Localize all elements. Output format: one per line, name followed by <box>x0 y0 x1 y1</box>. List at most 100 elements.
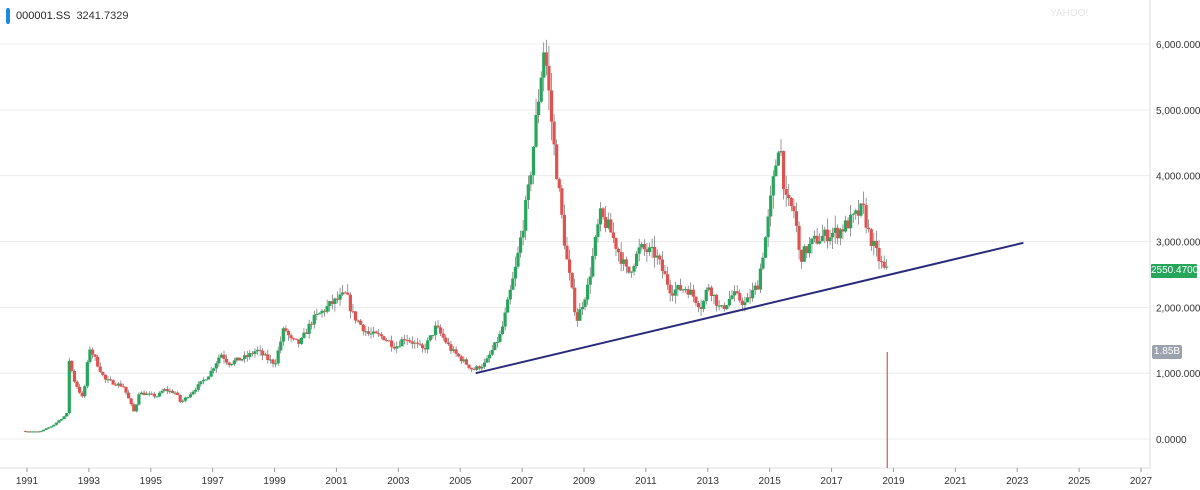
candle-body[interactable] <box>591 255 595 277</box>
candle-body[interactable] <box>67 360 71 414</box>
candle-body[interactable] <box>83 386 87 397</box>
candle-body[interactable] <box>609 219 613 233</box>
candle-body[interactable] <box>315 314 319 316</box>
candle-body[interactable] <box>420 344 425 349</box>
candle-body[interactable] <box>103 374 107 380</box>
candle-body[interactable] <box>549 90 554 122</box>
candle-body[interactable] <box>96 356 100 367</box>
candle-body[interactable] <box>758 268 762 290</box>
candle-body[interactable] <box>676 285 680 290</box>
candle-body[interactable] <box>748 297 752 299</box>
candle-body[interactable] <box>292 338 296 340</box>
candle-body[interactable] <box>477 366 481 369</box>
candle-body[interactable] <box>279 341 283 351</box>
candle-body[interactable] <box>160 390 164 393</box>
candle-body[interactable] <box>93 354 97 357</box>
candle-body[interactable] <box>557 179 561 189</box>
candle-body[interactable] <box>614 237 618 249</box>
candle-body[interactable] <box>418 343 422 345</box>
candle-body[interactable] <box>709 287 713 296</box>
candle-body[interactable] <box>673 289 677 296</box>
candle-body[interactable] <box>779 151 783 153</box>
candle-body[interactable] <box>859 203 863 216</box>
candle-body[interactable] <box>374 331 378 334</box>
candle-body[interactable] <box>232 360 236 364</box>
candle-body[interactable] <box>794 211 799 226</box>
candle-body[interactable] <box>575 312 579 321</box>
candle-body[interactable] <box>828 237 832 242</box>
candle-body[interactable] <box>157 392 162 397</box>
candle-body[interactable] <box>640 243 644 248</box>
candle-body[interactable] <box>480 366 484 369</box>
candle-body[interactable] <box>410 341 414 344</box>
candle-body[interactable] <box>80 392 84 397</box>
candle-body[interactable] <box>54 422 58 425</box>
candle-body[interactable] <box>168 390 172 392</box>
support-trendline[interactable] <box>475 241 1024 375</box>
candle-body[interactable] <box>513 266 518 279</box>
candle-body[interactable] <box>356 320 360 322</box>
candle-body[interactable] <box>877 247 881 262</box>
candle-body[interactable] <box>271 359 275 364</box>
candle-body[interactable] <box>838 229 842 239</box>
candle-body[interactable] <box>849 214 853 229</box>
candle-body[interactable] <box>194 389 198 392</box>
candle-body[interactable] <box>596 224 600 237</box>
candle-body[interactable] <box>41 429 46 432</box>
candle-body[interactable] <box>312 314 316 325</box>
candle-body[interactable] <box>289 335 293 339</box>
candle-body[interactable] <box>622 259 626 264</box>
candle-body[interactable] <box>751 290 755 299</box>
candle-body[interactable] <box>720 305 724 307</box>
candle-body[interactable] <box>379 334 383 337</box>
candle-body[interactable] <box>59 419 64 421</box>
candle-body[interactable] <box>426 340 430 350</box>
candle-body[interactable] <box>725 305 729 309</box>
candle-body[interactable] <box>266 354 270 361</box>
candle-body[interactable] <box>694 296 698 303</box>
candle-body[interactable] <box>268 359 273 361</box>
candle-body[interactable] <box>882 261 886 268</box>
candle-body[interactable] <box>544 52 548 66</box>
candle-body[interactable] <box>31 431 35 433</box>
candle-body[interactable] <box>364 331 368 333</box>
candle-body[interactable] <box>142 392 146 396</box>
candle-body[interactable] <box>127 392 131 399</box>
candle-body[interactable] <box>565 245 569 260</box>
candle-body[interactable] <box>441 333 445 338</box>
candle-body[interactable] <box>766 216 770 238</box>
candle-body[interactable] <box>653 246 657 258</box>
candle-body[interactable] <box>114 384 118 386</box>
candle-body[interactable] <box>663 271 667 275</box>
candle-body[interactable] <box>769 195 773 217</box>
candle-body[interactable] <box>165 389 169 392</box>
candle-body[interactable] <box>732 291 737 296</box>
candle-body[interactable] <box>188 394 193 398</box>
candle-body[interactable] <box>588 276 592 285</box>
candle-body[interactable] <box>560 188 564 215</box>
candle-body[interactable] <box>699 307 703 309</box>
candle-body[interactable] <box>642 243 646 250</box>
candle-body[interactable] <box>619 252 623 264</box>
candle-body[interactable] <box>310 323 314 325</box>
candle-body[interactable] <box>632 265 636 272</box>
candle-body[interactable] <box>191 391 195 395</box>
candle-body[interactable] <box>707 287 711 290</box>
candle-body[interactable] <box>26 431 30 433</box>
candle-body[interactable] <box>789 198 793 207</box>
candle-body[interactable] <box>606 219 610 228</box>
candle-body[interactable] <box>245 355 249 358</box>
candle-body[interactable] <box>333 298 337 304</box>
candle-body[interactable] <box>498 334 502 342</box>
candle-body[interactable] <box>815 235 819 244</box>
candle-body[interactable] <box>304 332 309 334</box>
candle-body[interactable] <box>436 325 440 328</box>
candle-body[interactable] <box>273 363 278 365</box>
candle-body[interactable] <box>781 151 786 190</box>
candle-body[interactable] <box>812 235 817 239</box>
candle-body[interactable] <box>170 390 175 393</box>
candle-body[interactable] <box>217 357 221 364</box>
candle-body[interactable] <box>433 325 438 336</box>
candle-body[interactable] <box>258 349 262 351</box>
candle-body[interactable] <box>145 393 149 396</box>
